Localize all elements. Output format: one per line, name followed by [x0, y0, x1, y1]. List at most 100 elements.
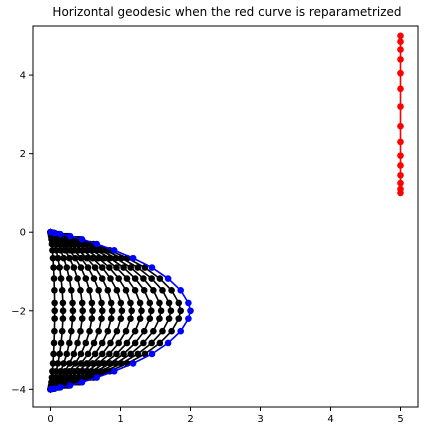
geodesic-curve-8-point	[107, 299, 115, 307]
red-curve-point	[397, 85, 404, 93]
geodesic-curve-14-point	[50, 339, 58, 347]
geodesic-curve-2-point	[148, 275, 155, 282]
geodesic-curve-4-point	[148, 307, 155, 315]
blue-curve-point	[57, 230, 64, 238]
geodesic-curve-5-point	[113, 350, 120, 358]
geodesic-curve-12-point	[66, 275, 73, 282]
y-tick-label: −4	[11, 385, 26, 396]
blue-curve-point	[187, 307, 194, 315]
red-curve-point	[397, 138, 404, 146]
geodesic-curve-11-point	[77, 287, 84, 294]
red-curve-point	[397, 32, 404, 40]
geodesic-curve-12-point	[69, 299, 76, 307]
red-curve-point	[397, 171, 404, 179]
geodesic-curve-1-point	[141, 264, 149, 271]
geodesic-curve-1-point	[141, 350, 149, 358]
geodesic-curve-5-point	[123, 275, 131, 282]
geodesic-curve-13-point	[59, 307, 67, 315]
geodesic-curve-4-point	[106, 254, 114, 262]
geodesic-curve-10-point	[77, 264, 85, 271]
geodesic-curve-3-point	[140, 275, 147, 282]
geodesic-curve-2-point	[118, 254, 125, 262]
geodesic-curve-9-point	[77, 360, 85, 367]
geodesic-curve-5-point	[100, 360, 108, 367]
red-curve-point	[397, 162, 404, 169]
geodesic-curve-2-point	[159, 327, 166, 335]
y-tick-label: −2	[11, 306, 26, 317]
geodesic-curve-4-point	[106, 360, 114, 367]
blue-curve-point	[93, 374, 100, 381]
geodesic-curve-9-point	[99, 307, 106, 315]
geodesic-curve-8-point	[83, 360, 91, 367]
red-curve-point	[397, 38, 404, 46]
geodesic-curve-10-point	[86, 327, 93, 335]
geodesic-curve-7-point	[89, 360, 96, 367]
blue-curve-point	[185, 299, 192, 307]
geodesic-curve-11-point	[74, 275, 81, 282]
geodesic-curve-7-point	[107, 275, 114, 282]
geodesic-curve-14-point	[50, 350, 57, 358]
geodesic-curve-3-point	[156, 315, 163, 322]
geodesic-curve-5-point	[113, 264, 120, 271]
blue-curve-point	[47, 386, 54, 393]
plot-area: 0 1 2 3 4 5 −4 −2 0 2 4	[11, 25, 419, 425]
y-tick-label: 2	[20, 149, 26, 160]
geodesic-curve-5-point	[123, 339, 131, 347]
geodesic-curve-14-point	[49, 360, 57, 367]
geodesic-curve-4-point	[140, 287, 148, 294]
geodesic-curve-8-point	[91, 350, 99, 358]
geodesic-curve-6-point	[115, 275, 123, 282]
geodesic-curve-14-point	[51, 315, 58, 322]
y-tick-label: 0	[20, 228, 26, 239]
geodesic-curve-7-point	[113, 327, 121, 335]
geodesic-curve-2-point	[118, 360, 125, 367]
geodesic-curve-7-point	[98, 350, 106, 358]
geodesic-curve-12-point	[69, 307, 77, 315]
geodesic-curve-12-point	[68, 287, 75, 294]
geodesic-curve-2-point	[165, 315, 173, 322]
geodesic-curve-10-point	[88, 299, 96, 307]
geodesic-curve-11-point	[70, 264, 78, 271]
geodesic-curve-10-point	[71, 254, 79, 262]
geodesic-curve-6-point	[122, 327, 130, 335]
geodesic-curve-7-point	[89, 254, 96, 262]
blue-curve-point	[148, 350, 156, 358]
geodesic-curve-10-point	[86, 287, 93, 294]
geodesic-curve-4-point	[146, 299, 154, 307]
x-tick-label: 4	[327, 414, 333, 425]
geodesic-curve-13-point	[58, 327, 66, 335]
geodesic-curve-13-point	[54, 360, 62, 367]
geodesic-curve-3-point	[150, 287, 157, 294]
x-tick-label: 2	[187, 414, 193, 425]
geodesic-curve-1-point	[168, 327, 175, 335]
geodesic-curve-10-point	[89, 307, 96, 315]
geodesic-curve-14-point	[51, 299, 58, 307]
geodesic-curve-5-point	[100, 254, 108, 262]
geodesic-curve-14-point	[51, 307, 58, 315]
blue-curve-point	[185, 315, 192, 322]
blue-curve-point	[78, 235, 86, 243]
x-tick-label: 5	[397, 414, 403, 425]
blue-curve-point	[51, 229, 58, 237]
geodesic-curve-1-point	[168, 287, 175, 294]
geodesic-curve-4-point	[131, 275, 139, 282]
geodesic-curve-3-point	[127, 350, 134, 358]
geodesic-curve-9-point	[95, 287, 102, 294]
blue-curve-point	[93, 240, 100, 248]
x-tick-label: 1	[117, 414, 123, 425]
geodesic-curve-8-point	[108, 307, 116, 315]
red-curve-point	[397, 152, 404, 159]
geodesic-curve-9-point	[95, 327, 102, 335]
geodesic-curve-6-point	[127, 299, 134, 307]
geodesic-curve-10-point	[82, 275, 90, 282]
blue-curve-point	[57, 384, 64, 391]
geodesic-curve-11-point	[78, 299, 86, 307]
geodesic-curve-9-point	[90, 275, 98, 282]
geodesic-curve-2-point	[159, 287, 166, 294]
geodesic-curve-2-point	[148, 339, 155, 347]
geodesic-curve-9-point	[98, 299, 105, 307]
geodesic-curve-4-point	[131, 339, 139, 347]
geodesic-curve-14-point	[50, 275, 58, 282]
